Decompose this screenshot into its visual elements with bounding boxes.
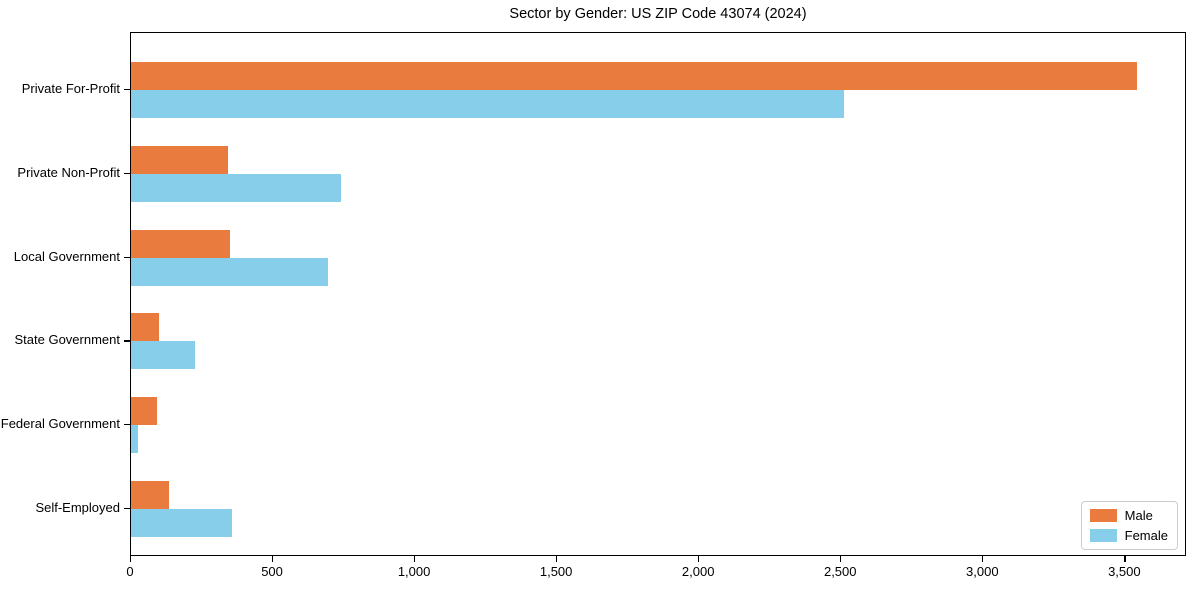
x-tick-label: 3,000 — [966, 564, 999, 579]
chart-legend: Male Female — [1080, 501, 1178, 550]
legend-swatch-female — [1089, 529, 1117, 542]
legend-entry-female: Female — [1089, 528, 1168, 543]
x-tick-label: 2,500 — [823, 564, 857, 579]
x-tick — [272, 556, 274, 562]
bar-male-6 — [131, 481, 170, 509]
bar-female-6 — [131, 509, 232, 537]
x-tick — [698, 556, 700, 562]
x-tick-label: 3,500 — [1108, 564, 1141, 579]
bar-male-3 — [131, 229, 231, 258]
x-tick — [130, 556, 132, 562]
plot-area: Male Female — [130, 32, 1186, 556]
bar-male-4 — [131, 313, 160, 342]
bar-female-4 — [131, 341, 195, 370]
x-tick — [840, 556, 842, 562]
legend-label: Female — [1124, 528, 1168, 543]
x-tick-label: 2,000 — [681, 564, 715, 579]
y-tick-label: State Government — [14, 332, 121, 348]
y-tick — [124, 508, 130, 510]
bar-female-3 — [131, 257, 329, 286]
bar-female-5 — [131, 425, 139, 454]
y-tick-label: Local Government — [13, 248, 120, 264]
legend-label: Male — [1124, 508, 1153, 523]
y-tick-label: Private Non-Profit — [17, 164, 120, 180]
bar-male-1 — [131, 62, 1137, 90]
chart-title: Sector by Gender: US ZIP Code 43074 (202… — [509, 6, 807, 22]
y-tick — [124, 256, 130, 258]
y-tick — [124, 340, 130, 342]
bar-female-1 — [131, 90, 845, 118]
x-tick — [1124, 556, 1126, 562]
x-tick-label: 0 — [126, 564, 134, 579]
legend-entry-male: Male — [1089, 508, 1168, 523]
bar-male-2 — [131, 145, 228, 174]
bar-male-5 — [131, 397, 157, 426]
x-tick — [414, 556, 416, 562]
y-tick-label: Federal Government — [0, 416, 120, 432]
y-tick — [124, 424, 130, 426]
x-tick-label: 500 — [261, 564, 283, 579]
y-tick-label: Self-Employed — [35, 500, 120, 515]
x-tick-label: 1,000 — [397, 564, 431, 579]
x-tick — [982, 556, 984, 562]
x-tick-label: 1,500 — [539, 564, 573, 579]
bar-female-2 — [131, 173, 342, 202]
y-tick-label: Private For-Profit — [21, 81, 120, 96]
x-tick — [556, 556, 558, 562]
legend-swatch-male — [1089, 509, 1117, 522]
y-tick — [124, 172, 130, 174]
y-tick — [124, 89, 130, 91]
